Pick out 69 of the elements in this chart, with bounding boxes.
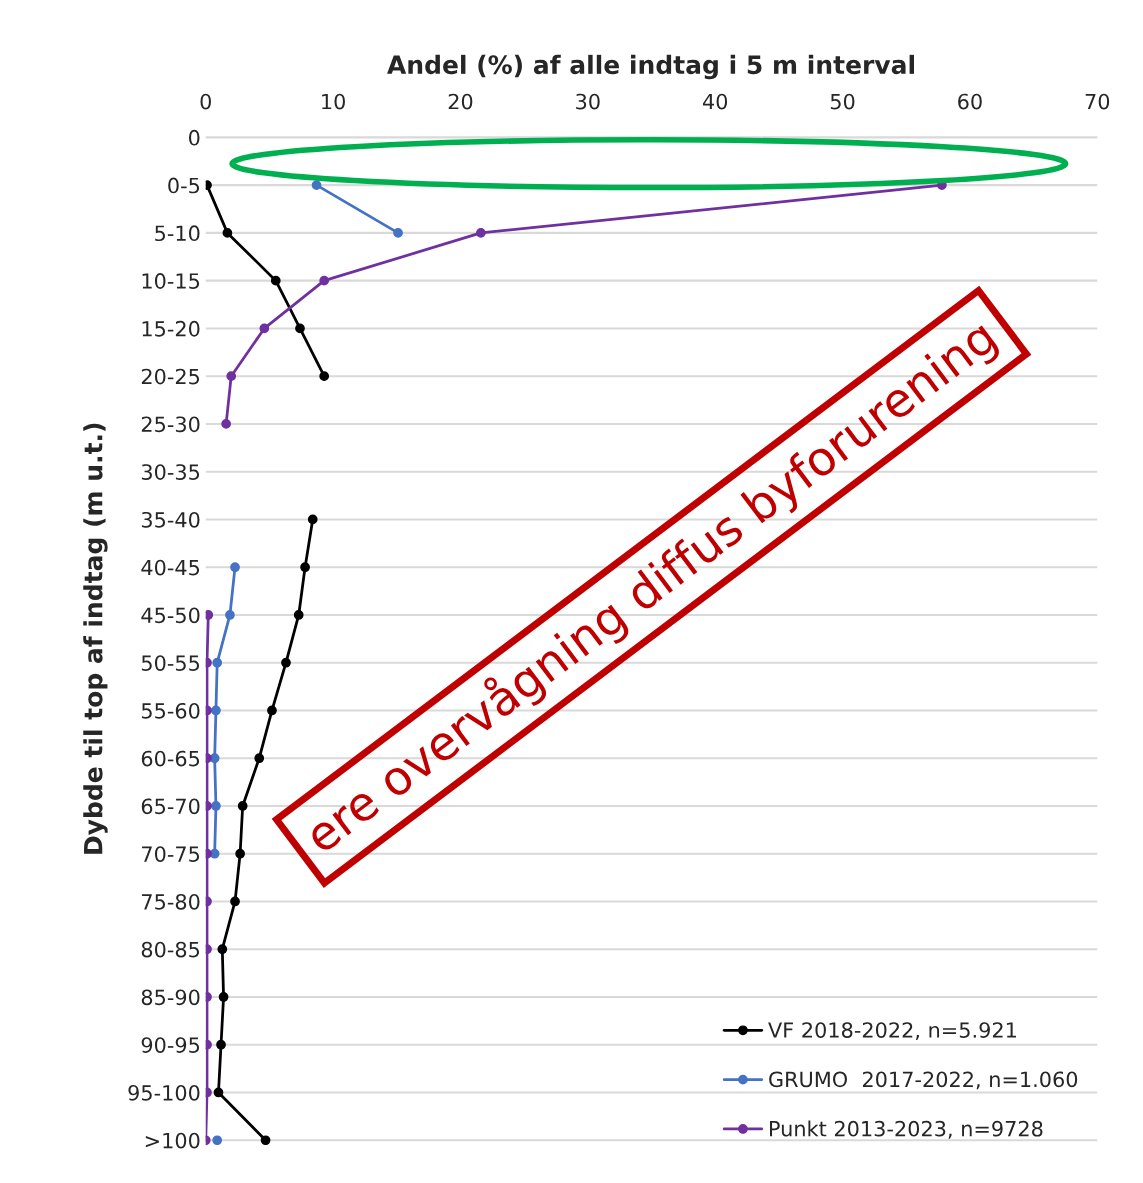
point: [213, 1087, 224, 1098]
point: [205, 801, 212, 811]
y-tick-label: 0: [189, 129, 200, 146]
point: [211, 705, 221, 716]
y-tick-label: 60-65: [141, 750, 200, 767]
point: [212, 657, 223, 668]
y-tick-label: 95-100: [128, 1084, 200, 1101]
point: [225, 610, 235, 620]
point: [319, 275, 330, 286]
y-tick-label: 90-95: [141, 1037, 200, 1053]
x-tick-label: 70: [1085, 93, 1110, 110]
point: [222, 228, 233, 238]
y-tick-label: 65-70: [141, 798, 200, 815]
point: [235, 848, 245, 859]
point: [218, 992, 229, 1002]
point: [393, 228, 403, 238]
point: [300, 562, 310, 573]
x-tick-label: 30: [576, 93, 600, 110]
y-tick-label: 40-45: [141, 559, 200, 576]
y-tick-label: 15-20: [142, 320, 200, 337]
point: [205, 610, 214, 620]
x-tick-label: 10: [322, 93, 345, 110]
point: [267, 705, 277, 716]
x-tick-label: 20: [448, 93, 473, 110]
y-tick-label: >100: [145, 1132, 200, 1149]
point: [475, 228, 486, 238]
point: [211, 801, 221, 811]
point: [226, 371, 237, 382]
point: [270, 275, 281, 286]
y-tick-label: 50-55: [141, 655, 200, 671]
y-tick-label: 10-15: [142, 273, 200, 289]
point: [230, 896, 240, 907]
legend-label: Punkt 2013-2023, n=9728: [769, 1120, 1043, 1139]
y-tick-label: 85-90: [141, 989, 200, 1006]
legend-label: GRUMO 2017-2022, n=1.060: [769, 1071, 1078, 1090]
y-tick-label: 45-50: [141, 607, 200, 624]
y-axis-title: Dybde til top af indtag (m u.t.): [83, 423, 108, 854]
x-tick-label: 40: [702, 93, 728, 110]
y-tick-label: 20-25: [141, 368, 200, 385]
point: [221, 419, 231, 429]
point: [260, 1135, 271, 1146]
point: [230, 562, 240, 573]
y-tick-label: 75-80: [142, 893, 200, 910]
point: [319, 371, 330, 382]
point: [293, 610, 304, 620]
point: [311, 180, 322, 191]
y-tick-label: 30-35: [141, 464, 200, 480]
point: [281, 657, 291, 668]
point: [217, 944, 228, 955]
x-tick-label: 0: [200, 93, 211, 110]
point: [205, 992, 212, 1002]
point: [295, 323, 305, 334]
y-tick-label: 0-5: [168, 177, 200, 194]
point: [212, 1135, 223, 1146]
point: [216, 1039, 226, 1050]
y-tick-label: 35-40: [141, 511, 200, 528]
y-tick-label: 70-75: [142, 846, 200, 862]
point: [307, 514, 318, 525]
x-tick-label: 50: [830, 93, 855, 110]
x-tick-label: 60: [958, 93, 982, 110]
point: [254, 753, 265, 764]
x-axis-title: Andel (%) af alle indtag i 5 m interval: [387, 54, 914, 80]
y-tick-label: 25-30: [141, 416, 200, 433]
point: [237, 801, 248, 811]
y-tick-label: 5-10: [155, 225, 200, 242]
legend-label: VF 2018-2022, n=5.921: [768, 1022, 1016, 1041]
y-tick-label: 80-85: [141, 941, 200, 958]
point: [259, 323, 270, 334]
y-tick-label: 55-60: [141, 702, 200, 719]
